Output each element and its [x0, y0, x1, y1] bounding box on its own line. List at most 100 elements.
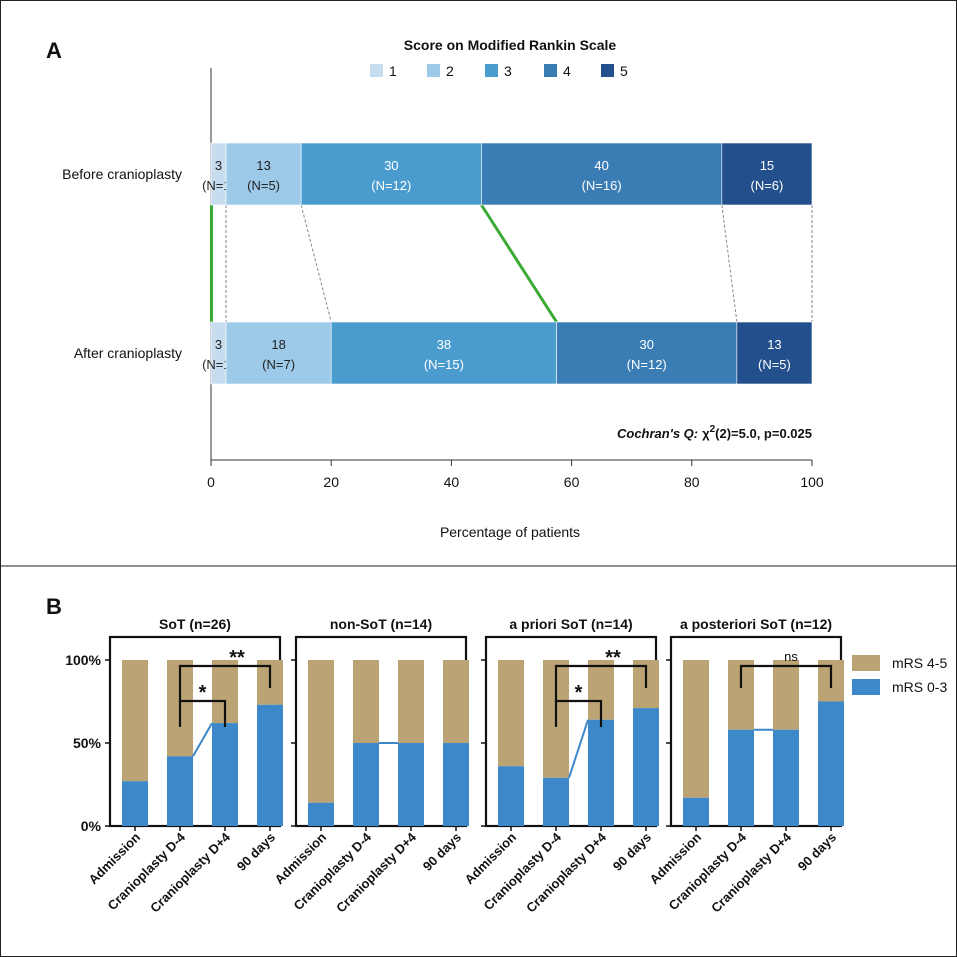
- bar-mrs03: [818, 701, 844, 826]
- bar-segment-before-mrs2: [225, 142, 302, 206]
- bar-segment-before-mrs5: [721, 142, 813, 206]
- segment-count-label: (N=12): [627, 357, 667, 372]
- legend-swatch-4: [544, 64, 557, 77]
- subpanel-title: a priori SoT (n=14): [509, 616, 632, 632]
- segment-percent-label: 15: [760, 158, 774, 173]
- significance-label: **: [229, 647, 245, 669]
- segment-percent-label: 38: [437, 337, 451, 352]
- connector-line-2: [300, 204, 332, 323]
- chart-a-xlabel: Percentage of patients: [440, 524, 580, 540]
- bar-mrs03: [588, 719, 614, 826]
- segment-count-label: (N=6): [750, 178, 783, 193]
- bar-mrs45: [683, 660, 709, 798]
- bar-segment-after-mrs1: [210, 321, 227, 385]
- bar-mrs03: [398, 743, 424, 826]
- bar-connector: [192, 722, 213, 757]
- statistic-sup: 2: [710, 424, 716, 435]
- bar-mrs03: [308, 802, 334, 826]
- subpanel-title: non-SoT (n=14): [330, 616, 432, 632]
- bar-connector: [568, 719, 589, 779]
- significance-bracket: [178, 664, 272, 700]
- segment-percent-label: 18: [271, 337, 285, 352]
- bar-mrs03: [212, 723, 238, 826]
- bar-mrs03: [443, 743, 469, 826]
- bar-mrs03: [353, 743, 379, 826]
- x-tick-label-40: 40: [444, 474, 460, 490]
- statistic-test-name: Cochran's Q:: [617, 426, 698, 441]
- legend-swatch-5: [601, 64, 614, 77]
- legend-label-1: 1: [389, 63, 397, 79]
- bar-mrs45: [398, 660, 424, 743]
- bar-mrs45: [308, 660, 334, 803]
- segment-count-label: (N=5): [247, 178, 280, 193]
- significance-label: *: [575, 682, 583, 704]
- legend-swatch-3: [485, 64, 498, 77]
- segment-percent-label: 3: [215, 158, 222, 173]
- significance-label: ns: [784, 649, 798, 664]
- segment-percent-label: 30: [384, 158, 398, 173]
- segment-count-label: (N=15): [424, 357, 464, 372]
- significance-bracket: [554, 664, 648, 700]
- segment-percent-label: 13: [767, 337, 781, 352]
- significance-bracket: [554, 699, 603, 727]
- bar-segment-after-mrs2: [225, 321, 332, 385]
- bar-segment-after-mrs3: [330, 321, 557, 385]
- segment-count-label: (N=5): [758, 357, 791, 372]
- bar-mrs03: [122, 781, 148, 826]
- legend-swatch-mrs03: [852, 679, 880, 695]
- bar-mrs45: [122, 660, 148, 782]
- bar-mrs03: [773, 729, 799, 826]
- category-label-after: After cranioplasty: [74, 345, 182, 361]
- segment-percent-label: 40: [594, 158, 608, 173]
- bar-mrs45: [353, 660, 379, 743]
- x-tick-label-60: 60: [564, 474, 580, 490]
- legend-swatch-1: [370, 64, 383, 77]
- legend-label-mrs03: mRS 0-3: [892, 679, 947, 695]
- panel-a: A Score on Modified Rankin Scale 1 2 3 4 5 0…: [46, 37, 824, 540]
- bar-mrs03: [633, 708, 659, 826]
- legend-swatch-mrs45: [852, 655, 880, 671]
- y-tick-label-50pct: 50%: [73, 735, 102, 751]
- statistic-label: Cochran's Q: χ2(2)=5.0, p=0.025: [617, 424, 812, 441]
- chart-a-title: Score on Modified Rankin Scale: [404, 37, 617, 53]
- statistic-value: (2)=5.0, p=0.025: [715, 426, 812, 441]
- x-tick-label-0: 0: [207, 474, 215, 490]
- chart-a-bars: 3(N=1)13(N=5)30(N=12)40(N=16)15(N=6)3(N=…: [202, 142, 813, 385]
- bar-segment-before-mrs1: [210, 142, 227, 206]
- panel-b-letter: B: [46, 594, 62, 619]
- chart-b-legend: mRS 4-5 mRS 0-3: [852, 655, 947, 695]
- legend-label-5: 5: [620, 63, 628, 79]
- chart-a-axes: 0 20 40 60 80 100: [207, 68, 824, 490]
- panel-a-letter: A: [46, 38, 62, 63]
- bar-mrs03: [683, 797, 709, 826]
- subpanel-title: a posteriori SoT (n=12): [680, 616, 832, 632]
- legend-swatch-2: [427, 64, 440, 77]
- legend-label-mrs45: mRS 4-5: [892, 655, 947, 671]
- connector-line-3: [480, 204, 558, 323]
- subpanel-title: SoT (n=26): [159, 616, 231, 632]
- bar-mrs03: [498, 766, 524, 826]
- legend-label-4: 4: [563, 63, 571, 79]
- statistic-chi: χ: [702, 426, 710, 441]
- significance-bracket: [178, 699, 227, 727]
- segment-percent-label: 13: [256, 158, 270, 173]
- chart-a-legend: 1 2 3 4 5: [370, 63, 628, 79]
- segment-count-label: (N=12): [371, 178, 411, 193]
- bar-segment-after-mrs5: [736, 321, 813, 385]
- bar-segment-before-mrs4: [481, 142, 723, 206]
- significance-label: *: [199, 682, 207, 704]
- x-tick-label-20: 20: [323, 474, 339, 490]
- legend-label-2: 2: [446, 63, 454, 79]
- bar-segment-after-mrs4: [556, 321, 738, 385]
- bar-segment-before-mrs3: [300, 142, 482, 206]
- segment-count-label: (N=16): [582, 178, 622, 193]
- segment-count-label: (N=7): [262, 357, 295, 372]
- bar-mrs03: [543, 777, 569, 826]
- significance-label: **: [605, 647, 621, 669]
- x-tick-label-100: 100: [800, 474, 824, 490]
- bar-mrs45: [773, 660, 799, 730]
- chart-a-connectors: [210, 204, 813, 323]
- x-tick-label-80: 80: [684, 474, 700, 490]
